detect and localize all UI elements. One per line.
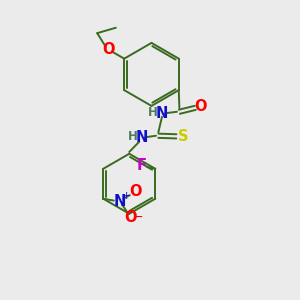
Text: +: + [122,191,131,201]
Text: N: N [136,130,148,145]
Text: N: N [156,106,168,121]
Text: O: O [102,42,115,57]
Text: −: − [133,211,144,224]
Text: S: S [178,129,189,144]
Text: F: F [136,158,146,173]
Text: N: N [114,194,126,209]
Text: O: O [195,99,207,114]
Text: H: H [128,130,138,143]
Text: O: O [124,210,137,225]
Text: O: O [129,184,142,199]
Text: H: H [148,106,158,119]
